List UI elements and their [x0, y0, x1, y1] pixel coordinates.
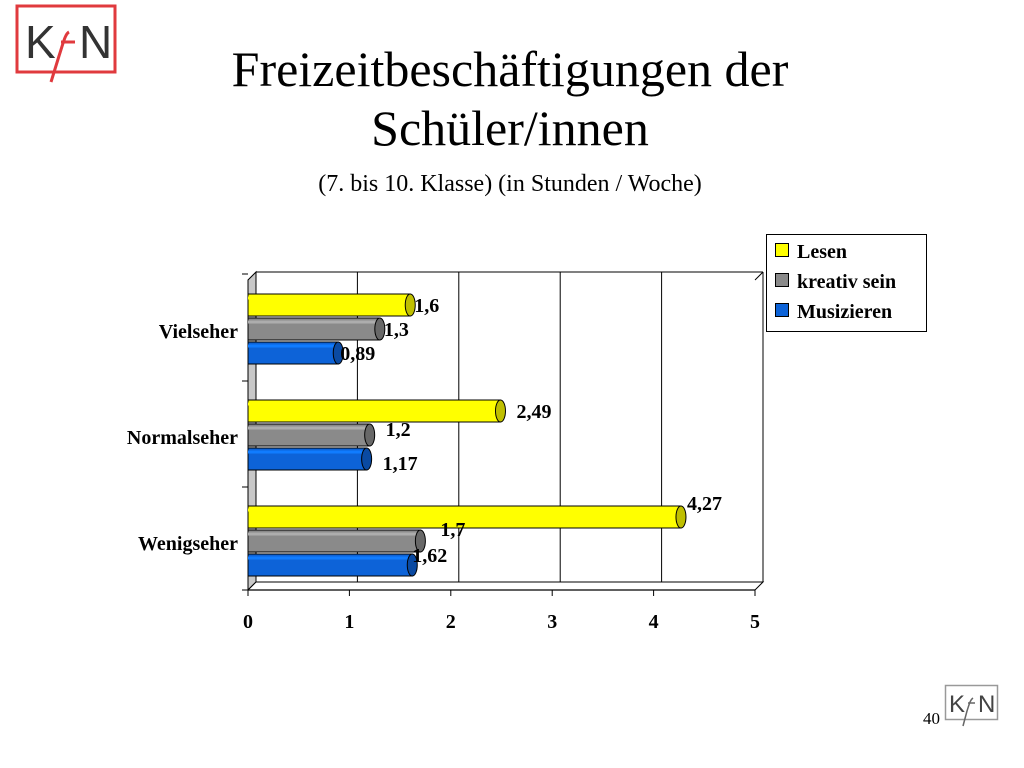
kfn-logo: K N: [15, 4, 121, 89]
bar-end-cap: [494, 399, 506, 423]
legend-item: kreativ sein: [775, 271, 896, 293]
bar-end-cap: [364, 423, 376, 447]
data-label: 1,6: [414, 295, 439, 317]
legend-swatch: [775, 273, 789, 287]
bar-end-cap: [406, 553, 418, 577]
chart-legend: Lesen kreativ sein Musizieren: [766, 234, 927, 332]
legend-label: kreativ sein: [797, 271, 897, 293]
category-label: Normalseher: [127, 427, 238, 449]
legend-item: Musizieren: [775, 301, 892, 323]
page-number: 40: [923, 709, 940, 728]
legend-label: Lesen: [797, 241, 847, 263]
category-label: Wenigseher: [138, 533, 238, 555]
svg-text:N: N: [978, 691, 995, 718]
slide-title: Freizeitbeschäftigungen der Schüler/inne…: [231, 41, 789, 156]
bar-end-cap: [404, 293, 416, 317]
x-tick-label: 3: [547, 611, 557, 633]
svg-text:N: N: [79, 16, 112, 68]
category-label: Vielseher: [159, 321, 238, 343]
legend-swatch: [775, 243, 789, 257]
data-label: 2,49: [516, 401, 551, 423]
bar-end-cap: [361, 447, 373, 471]
bar-end-cap: [414, 529, 426, 553]
x-tick-label: 2: [446, 611, 456, 633]
data-label: 1,2: [386, 419, 411, 441]
x-tick-label: 1: [344, 611, 354, 633]
data-label: 1,7: [440, 519, 465, 541]
bar-end-cap: [675, 505, 687, 529]
x-tick-label: 4: [649, 611, 659, 633]
data-label: 1,62: [412, 545, 447, 567]
legend-swatch: [775, 303, 789, 317]
plot-corner: [754, 271, 764, 281]
data-label: 4,27: [687, 493, 722, 515]
svg-text:K: K: [25, 16, 56, 68]
data-label: 0,89: [340, 343, 375, 365]
x-tick-label: 5: [750, 611, 760, 633]
data-label: 1,3: [384, 319, 409, 341]
legend-label: Musizieren: [797, 301, 893, 323]
data-label: 1,17: [383, 453, 418, 475]
plot-floor: [246, 581, 765, 591]
bar-end-cap: [332, 341, 344, 365]
x-tick-label: 0: [243, 611, 253, 633]
legend-item: Lesen: [775, 241, 847, 263]
bar-end-cap: [374, 317, 386, 341]
slide-subtitle: (7. bis 10. Klasse) (in Stunden / Woche): [318, 171, 702, 197]
svg-text:K: K: [949, 691, 965, 718]
kfn-logo-small: K N: [944, 684, 1000, 733]
